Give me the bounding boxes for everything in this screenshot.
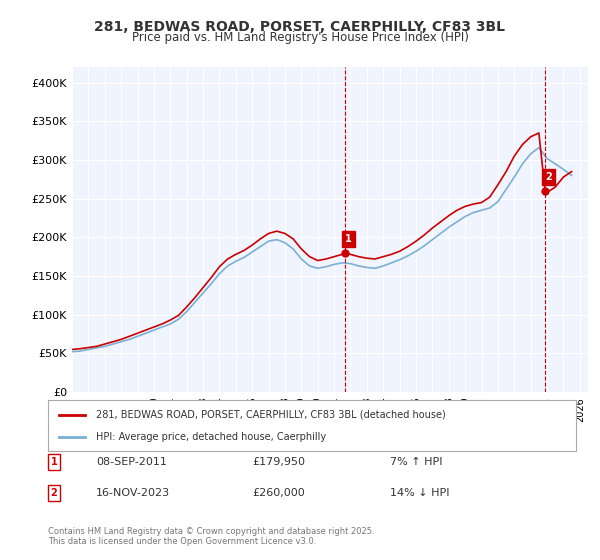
Text: £260,000: £260,000 — [252, 488, 305, 498]
Text: 1: 1 — [50, 457, 58, 467]
Text: 14% ↓ HPI: 14% ↓ HPI — [390, 488, 449, 498]
Text: 281, BEDWAS ROAD, PORSET, CAERPHILLY, CF83 3BL: 281, BEDWAS ROAD, PORSET, CAERPHILLY, CF… — [95, 20, 505, 34]
Text: 16-NOV-2023: 16-NOV-2023 — [96, 488, 170, 498]
Text: 1: 1 — [345, 234, 352, 244]
Text: 281, BEDWAS ROAD, PORSET, CAERPHILLY, CF83 3BL (detached house): 281, BEDWAS ROAD, PORSET, CAERPHILLY, CF… — [95, 409, 445, 419]
Text: 7% ↑ HPI: 7% ↑ HPI — [390, 457, 443, 467]
Text: 2: 2 — [545, 172, 552, 182]
Text: HPI: Average price, detached house, Caerphilly: HPI: Average price, detached house, Caer… — [95, 432, 326, 442]
Text: Contains HM Land Registry data © Crown copyright and database right 2025.
This d: Contains HM Land Registry data © Crown c… — [48, 526, 374, 546]
Text: 2: 2 — [50, 488, 58, 498]
Text: 08-SEP-2011: 08-SEP-2011 — [96, 457, 167, 467]
Text: £179,950: £179,950 — [252, 457, 305, 467]
Text: Price paid vs. HM Land Registry's House Price Index (HPI): Price paid vs. HM Land Registry's House … — [131, 31, 469, 44]
